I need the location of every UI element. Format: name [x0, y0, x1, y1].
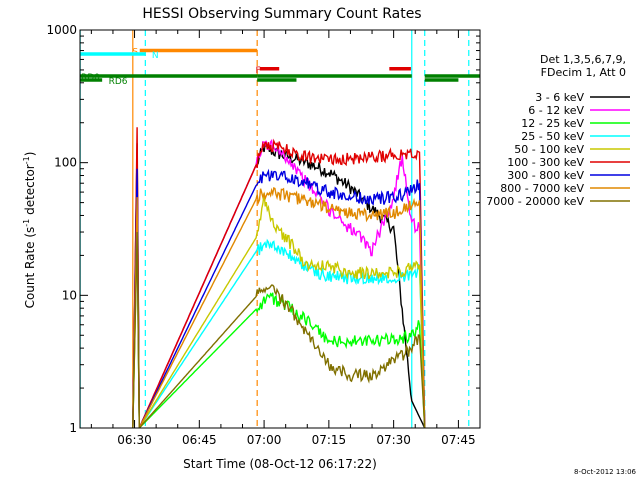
plot-area: SNFRD0RD606:3006:4507:0007:1507:3007:451…: [46, 23, 481, 447]
flag-label-f: F: [255, 66, 260, 76]
legend-label-8: 800 - 7000 keV: [500, 182, 584, 195]
legend: Det 1,3,5,6,7,9,FDecim 1, Att 0 3 - 6 keV…: [486, 53, 630, 208]
x-tick-label-4: 07:15: [312, 433, 347, 447]
legend-label-4: 25 - 50 keV: [521, 130, 584, 143]
plot-frame: [79, 29, 481, 429]
series-line-7: [132, 168, 426, 428]
series-group: [132, 127, 426, 428]
legend-label-7: 300 - 800 keV: [507, 169, 584, 182]
series-line-4: [132, 223, 426, 428]
legend-label-2: 6 - 12 keV: [528, 104, 584, 117]
y-axis-label-sup: -1: [22, 219, 31, 227]
legend-label-6: 100 - 300 keV: [507, 156, 584, 169]
y-tick-label-1: 1: [69, 421, 77, 435]
y-tick-label-4: 1000: [46, 23, 77, 37]
series-line-8: [132, 186, 426, 428]
x-tick-label-5: 07:30: [376, 433, 411, 447]
x-tick-label-2: 06:45: [182, 433, 217, 447]
series-line-6: [132, 127, 426, 428]
flag-label-n: N: [152, 51, 159, 61]
series-line-3: [132, 215, 426, 428]
x-tick-label-1: 06:30: [117, 433, 152, 447]
chart-title: HESSI Observing Summary Count Rates: [142, 6, 421, 22]
series-line-2: [132, 138, 426, 428]
y-axis-label-sup-2: -1: [22, 156, 31, 164]
x-tick-label-3: 07:00: [247, 433, 282, 447]
y-tick-label-2: 10: [62, 288, 77, 302]
legend-header-2: FDecim 1, Att 0: [541, 66, 626, 79]
y-axis-label-main: Count Rate (s: [23, 227, 37, 309]
flag-label-rd0: RD0: [81, 73, 100, 83]
x-tick-label-6: 07:45: [441, 433, 476, 447]
y-axis-label-mid: detector: [23, 164, 37, 219]
legend-label-5: 50 - 100 keV: [514, 143, 584, 156]
legend-header-1: Det 1,3,5,6,7,9,: [540, 53, 626, 66]
flag-label-rd6: RD6: [109, 77, 128, 87]
legend-label-3: 12 - 25 keV: [521, 117, 584, 130]
series-line-5: [132, 192, 426, 428]
legend-label-9: 7000 - 20000 keV: [486, 195, 584, 208]
y-axis-label-close: ): [23, 152, 37, 157]
x-axis-label: Start Time (08-Oct-12 06:17:22): [183, 457, 377, 471]
footer-date: 8-Oct-2012 13:06: [574, 468, 637, 476]
y-axis-label: Count Rate (s-1 detector-1): [22, 152, 37, 309]
legend-label-1: 3 - 6 keV: [535, 91, 584, 104]
series-line-9: [132, 231, 426, 428]
y-tick-label-3: 100: [54, 156, 77, 170]
